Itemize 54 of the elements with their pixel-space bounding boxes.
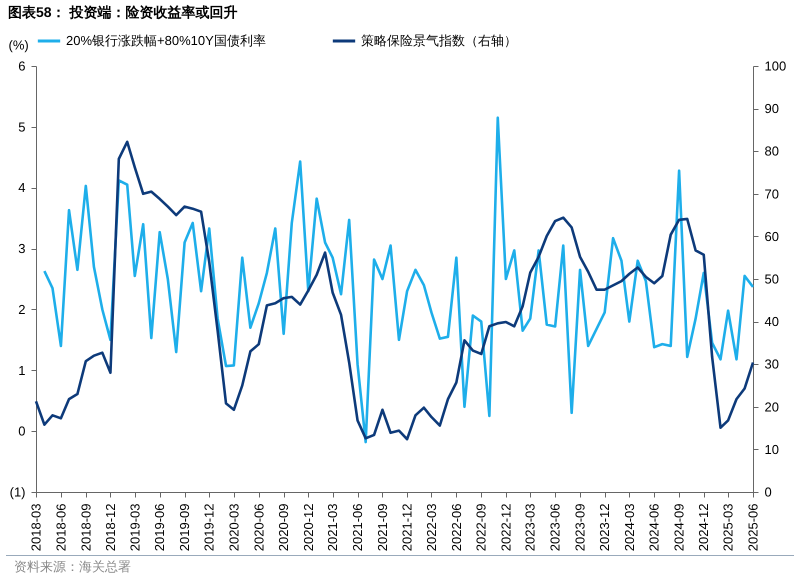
legend-label: 20%银行涨跌幅+80%10Y国债利率 <box>66 33 266 48</box>
x-tick-label: 2023-03 <box>522 504 538 552</box>
y2-tick-label: 30 <box>764 356 779 372</box>
x-tick-label: 2021-12 <box>400 504 415 552</box>
x-tick-label: 2022-03 <box>424 504 439 552</box>
x-tick-label: 2019-06 <box>152 504 168 552</box>
y2-tick-label: 50 <box>764 272 779 286</box>
x-tick-label: 2020-03 <box>226 504 242 552</box>
x-tick-label: 2025-03 <box>720 504 736 552</box>
x-tick-label: 2018-06 <box>53 504 68 552</box>
y-tick-label: 5 <box>18 119 26 134</box>
y2-tick-label: 90 <box>764 101 779 116</box>
y-tick-label: (1) <box>10 484 26 500</box>
y-axis-title: (%) <box>8 38 29 52</box>
x-tick-label: 2025-06 <box>746 504 760 552</box>
y2-tick-label: 20 <box>764 399 779 414</box>
x-tick-label: 2019-12 <box>202 504 217 552</box>
y-tick-label: 3 <box>18 241 26 256</box>
x-tick-label: 2022-06 <box>448 504 464 552</box>
x-tick-label: 2020-09 <box>276 504 292 552</box>
x-tick-label: 2021-03 <box>325 504 340 552</box>
y-tick-label: 1 <box>18 362 26 378</box>
y2-tick-label: 10 <box>764 442 779 457</box>
legend-label: 策略保险景气指数（右轴） <box>361 33 517 48</box>
x-tick-label: 2023-06 <box>548 504 563 552</box>
y2-tick-label: 40 <box>764 314 779 330</box>
x-tick-label: 2024-06 <box>646 504 662 552</box>
x-tick-label: 2021-06 <box>350 504 366 552</box>
x-tick-label: 2018-09 <box>78 504 94 552</box>
x-tick-label: 2022-09 <box>474 504 489 552</box>
x-tick-label: 2024-12 <box>696 504 712 552</box>
y-tick-label: 4 <box>18 180 26 196</box>
y-tick-label: 2 <box>18 302 26 317</box>
y-tick-label: 6 <box>18 58 26 74</box>
y2-tick-label: 0 <box>764 484 772 500</box>
y2-tick-label: 80 <box>764 144 779 159</box>
x-tick-label: 2019-03 <box>127 504 142 552</box>
x-tick-label: 2018-03 <box>28 504 44 552</box>
y-tick-label: 0 <box>18 424 26 439</box>
x-tick-label: 2022-12 <box>498 504 514 552</box>
x-tick-label: 2021-09 <box>374 504 390 552</box>
chart-title: 图表58： 投资端：险资收益率或回升 <box>8 4 238 20</box>
x-tick-label: 2020-12 <box>300 504 316 552</box>
y2-tick-label: 100 <box>764 58 786 74</box>
text: 资料来源：海关总署 <box>6 555 794 578</box>
x-tick-label: 2024-09 <box>672 504 687 552</box>
x-tick-label: 2024-03 <box>622 504 637 552</box>
x-tick-label: 2019-09 <box>177 504 192 552</box>
y2-tick-label: 70 <box>764 186 779 202</box>
x-tick-label: 2023-12 <box>597 504 612 552</box>
x-tick-label: 2020-06 <box>251 504 266 552</box>
x-tick-label: 2018-12 <box>102 504 118 552</box>
y2-tick-label: 60 <box>764 228 779 244</box>
x-tick-label: 2023-09 <box>572 504 588 552</box>
